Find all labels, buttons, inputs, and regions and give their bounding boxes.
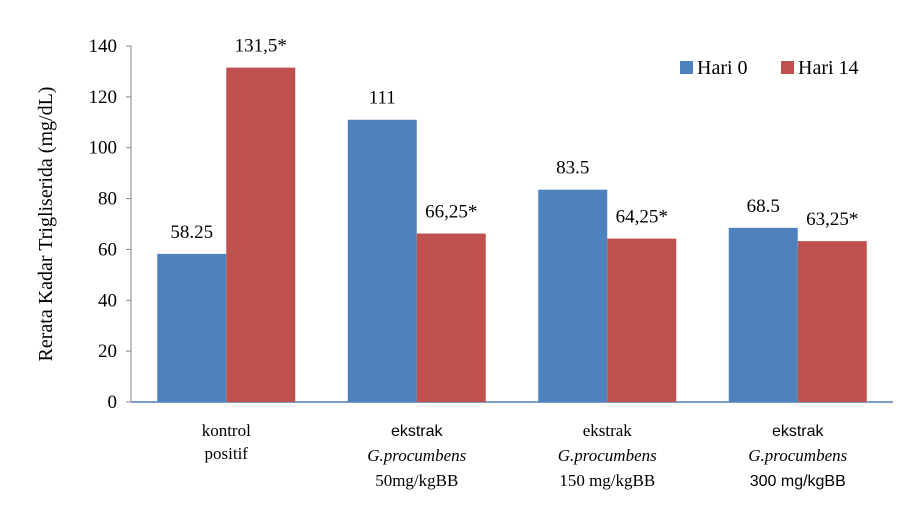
legend: Hari 0 Hari 14 xyxy=(680,57,859,79)
data-label: 66,25* xyxy=(425,202,477,223)
category-label-line: kontrol xyxy=(202,421,251,440)
bar-hari-0 xyxy=(347,119,417,402)
data-label: 111 xyxy=(369,88,396,109)
bars xyxy=(157,67,867,402)
data-label: 131,5* xyxy=(235,36,287,57)
legend-swatch xyxy=(781,61,794,74)
data-label: 58.25 xyxy=(170,222,213,243)
bar-hari-14 xyxy=(607,238,677,402)
bar-hari-0 xyxy=(728,227,798,402)
data-label: 83.5 xyxy=(556,158,589,179)
y-tick-labels: 0 20 40 60 80 100 120 140 xyxy=(89,36,131,413)
bar-hari-14 xyxy=(797,241,867,402)
category-label-line: 300 mg/kgBB xyxy=(750,473,846,490)
bar-hari-14 xyxy=(226,67,296,402)
y-tick-label: 0 xyxy=(108,392,118,413)
data-labels: 58.25 111 83.5 68.5 131,5* 66,25* 64,25* 63,25* xyxy=(170,36,858,243)
legend-swatch xyxy=(680,61,693,74)
y-axis-label: Rerata Kadar Trigliserida (mg/dL) xyxy=(35,87,57,362)
y-tick-label: 80 xyxy=(98,189,117,210)
y-tick-label: 60 xyxy=(98,239,117,260)
y-tick-label: 100 xyxy=(89,138,118,159)
category-label-line: ekstrak xyxy=(391,423,444,440)
category-label-line: G.procumbens xyxy=(367,446,466,465)
category-label-line: ekstrak xyxy=(772,423,825,440)
category-label-line: 150 mg/kgBB xyxy=(559,471,655,490)
y-tick-label: 20 xyxy=(98,341,117,362)
category-label-line: G.procumbens xyxy=(748,446,847,465)
y-tick-label: 40 xyxy=(98,290,117,311)
y-tick-label: 120 xyxy=(89,87,118,108)
y-tick-label: 140 xyxy=(89,36,118,57)
category-label-line: 50mg/kgBB xyxy=(375,471,458,490)
data-label: 63,25* xyxy=(806,209,858,230)
data-label: 68.5 xyxy=(747,196,780,217)
category-label-line: ekstrak xyxy=(583,421,633,440)
category-label-line: positif xyxy=(205,444,249,463)
bar-hari-14 xyxy=(416,233,486,402)
data-label: 64,25* xyxy=(616,207,668,228)
bar-hari-0 xyxy=(538,189,608,402)
legend-label: Hari 0 xyxy=(697,57,748,79)
category-label-line: G.procumbens xyxy=(558,446,657,465)
category-labels: kontrol positif ekstrak G.procumbens 50mg/kg… xyxy=(202,421,848,490)
legend-label: Hari 14 xyxy=(798,57,859,79)
bar-hari-0 xyxy=(157,253,227,402)
